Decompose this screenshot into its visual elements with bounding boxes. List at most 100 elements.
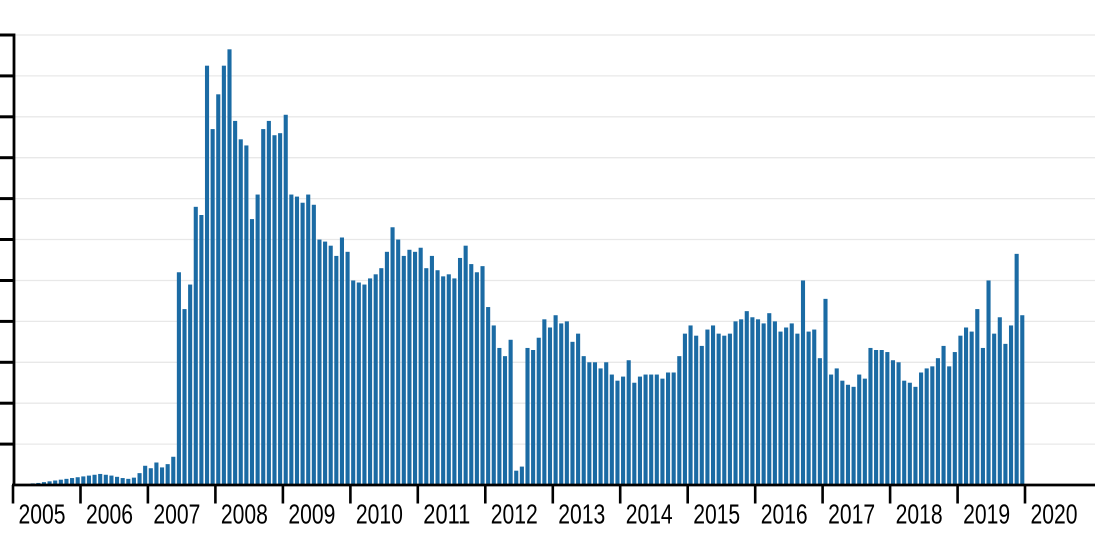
bar-2009-12 <box>345 251 350 485</box>
bar-2006-06 <box>109 475 114 485</box>
bar-2011-08 <box>457 257 463 485</box>
bar-2014-12 <box>682 333 687 485</box>
bar-2007-06 <box>176 272 181 485</box>
bar-2010-05 <box>373 274 378 485</box>
bar-2014-06 <box>649 374 654 485</box>
x-axis-year-label: 2013 <box>558 499 605 530</box>
bar-2015-02 <box>694 335 699 485</box>
bar-2008-06 <box>244 145 249 485</box>
bar-2011-11 <box>474 272 479 485</box>
bar-2011-03 <box>429 255 434 485</box>
bar-2012-10 <box>536 337 541 485</box>
x-axis-year-label: 2014 <box>626 499 673 530</box>
bar-2011-07 <box>452 278 457 485</box>
bar-2012-11 <box>542 319 547 485</box>
bar-2010-09 <box>396 239 401 485</box>
bar-2016-12 <box>817 358 822 485</box>
bar-2014-05 <box>643 374 648 485</box>
bar-2018-08 <box>930 366 935 485</box>
bar-2014-11 <box>677 356 682 485</box>
bar-2005-08 <box>53 480 58 485</box>
bar-2017-07 <box>857 374 862 485</box>
bar-2012-02 <box>491 325 496 485</box>
bar-2012-04 <box>502 356 508 485</box>
bar-2013-01 <box>553 315 558 485</box>
bar-2013-11 <box>609 374 614 485</box>
bar-2008-03 <box>227 49 232 485</box>
bar-2016-02 <box>761 323 766 485</box>
bar-2019-11 <box>1014 253 1019 485</box>
bar-2014-04 <box>637 376 642 485</box>
bar-2017-09 <box>868 347 873 485</box>
bar-2006-02 <box>86 475 91 485</box>
bar-2017-04 <box>840 380 845 485</box>
bar-2018-01 <box>890 360 896 485</box>
bar-2017-03 <box>834 368 839 485</box>
x-axis-year-label: 2016 <box>761 499 808 530</box>
bar-2017-08 <box>862 378 867 485</box>
bar-2014-08 <box>660 378 665 485</box>
bar-2016-10 <box>806 331 811 485</box>
bar-2018-07 <box>924 368 929 485</box>
bar-2009-05 <box>306 194 311 486</box>
bar-2015-08 <box>727 333 732 485</box>
bar-2013-09 <box>598 368 603 485</box>
bar-2017-05 <box>845 384 851 485</box>
gridlines <box>13 34 1095 445</box>
bar-2010-02 <box>356 282 361 485</box>
bar-2005-11 <box>70 478 75 485</box>
bar-2017-02 <box>829 374 834 485</box>
bar-2010-06 <box>379 268 384 485</box>
bar-2011-06 <box>446 274 451 485</box>
bar-2007-11 <box>204 65 210 486</box>
bar-2013-07 <box>587 362 592 485</box>
bar-2013-10 <box>604 362 609 485</box>
bar-2017-10 <box>874 350 879 485</box>
bar-2015-10 <box>739 319 744 485</box>
bar-2013-08 <box>592 362 598 485</box>
bar-2010-01 <box>351 280 356 485</box>
bar-2016-09 <box>800 280 806 485</box>
bar-2006-08 <box>120 478 125 485</box>
bar-2011-01 <box>418 247 423 485</box>
bar-2018-10 <box>941 345 946 485</box>
bar-2008-09 <box>261 129 266 485</box>
bar-2010-11 <box>407 249 412 485</box>
bar-2017-11 <box>879 350 884 485</box>
bar-2008-01 <box>216 94 221 485</box>
bar-2011-09 <box>463 245 468 485</box>
bar-2014-10 <box>671 372 676 485</box>
bar-2010-08 <box>390 227 395 485</box>
bar-2009-03 <box>294 196 300 485</box>
bar-2019-06 <box>986 280 991 485</box>
bar-2014-02 <box>626 360 631 485</box>
bar-2007-05 <box>171 456 176 485</box>
bar-2006-10 <box>131 477 136 485</box>
bar-2019-08 <box>997 317 1002 485</box>
bar-2013-06 <box>581 356 586 485</box>
bar-2012-09 <box>531 350 536 485</box>
bar-2008-04 <box>233 120 238 485</box>
bar-2012-03 <box>497 347 502 485</box>
bar-2006-01 <box>81 476 86 485</box>
bar-2016-01 <box>755 319 761 485</box>
bar-2017-01 <box>823 298 828 485</box>
bar-2019-01 <box>958 335 963 485</box>
bar-2007-07 <box>182 309 187 485</box>
x-axis-year-label: 2018 <box>896 499 943 530</box>
bar-2012-05 <box>508 339 513 485</box>
bar-2016-06 <box>784 327 789 485</box>
bar-2014-09 <box>666 372 671 485</box>
bar-2013-05 <box>576 333 581 485</box>
bar-2009-11 <box>339 237 344 485</box>
bar-2006-12 <box>143 465 148 485</box>
bar-2015-07 <box>722 335 727 485</box>
bar-2016-03 <box>767 313 772 485</box>
x-axis-year-label: 2017 <box>828 499 875 530</box>
bar-2013-12 <box>615 380 620 485</box>
bar-2011-02 <box>424 268 429 485</box>
bar-2015-01 <box>688 325 693 485</box>
bar-2015-11 <box>744 311 749 485</box>
bar-2018-03 <box>902 380 907 485</box>
bar-2006-03 <box>92 474 97 485</box>
